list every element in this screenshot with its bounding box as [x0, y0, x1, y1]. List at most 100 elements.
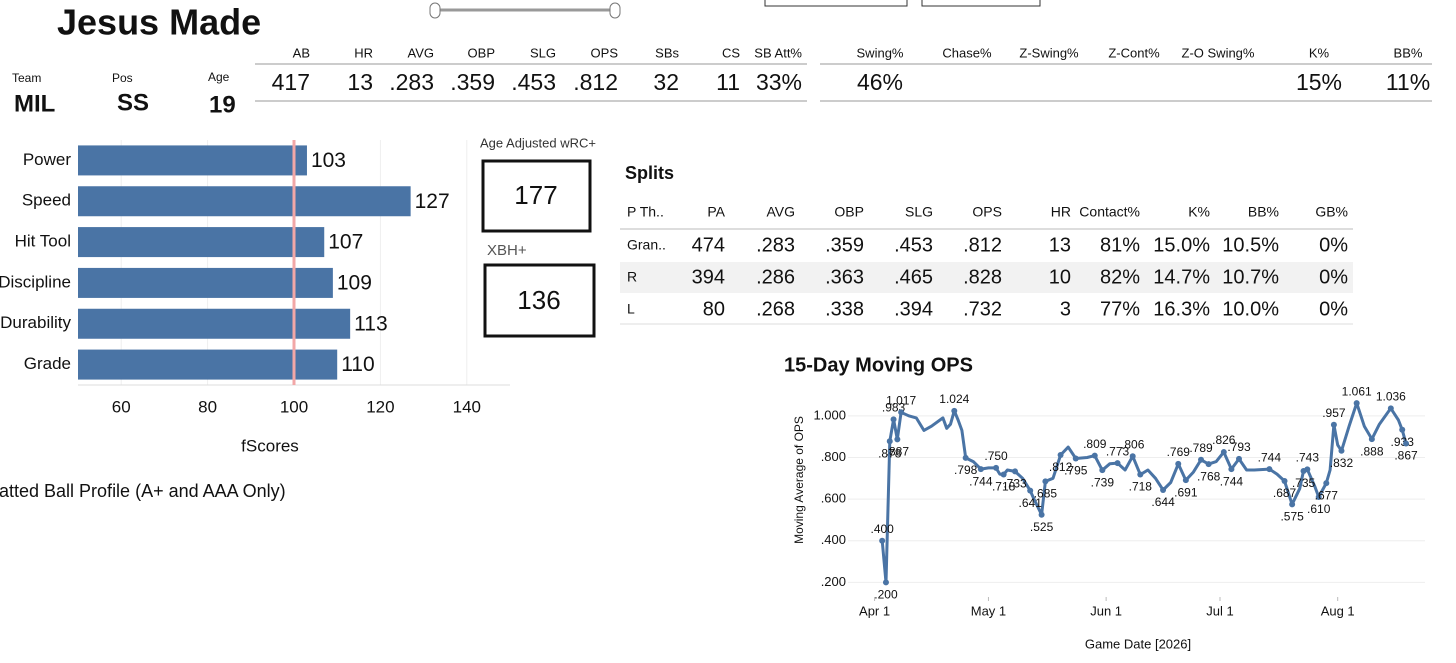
player-name: Jesus Made: [57, 2, 261, 43]
point: [1304, 466, 1311, 473]
data-label: .867: [1394, 449, 1418, 463]
data-label: 1.036: [1376, 389, 1406, 403]
point: [1072, 455, 1079, 462]
age: 19: [209, 91, 236, 118]
table-cell: 0%: [1319, 298, 1348, 320]
y-tick-label: 1.000: [813, 407, 846, 422]
data-label: .677: [1315, 488, 1339, 502]
table-cell: 10.0%: [1222, 298, 1279, 320]
y-tick-label: Power: [23, 150, 72, 169]
data-label: .789: [1189, 441, 1213, 455]
column-header: P Th..: [627, 204, 664, 220]
metric-box: [483, 263, 596, 338]
stat-value: 32: [653, 69, 679, 95]
data-label: .957: [1322, 406, 1346, 420]
point: [1038, 511, 1045, 518]
label: Team: [12, 71, 41, 85]
table-cell: .286: [756, 266, 795, 288]
point: [1315, 494, 1322, 501]
point: [890, 416, 897, 423]
column-header: GB%: [1315, 204, 1348, 220]
table-cell: 0%: [1319, 266, 1348, 288]
table-cell: 16.3%: [1153, 298, 1210, 320]
column-header: Z-Cont%: [1108, 45, 1160, 60]
column-header: BB%: [1248, 204, 1279, 220]
column-header: Contact%: [1079, 204, 1140, 220]
point: [1289, 501, 1296, 508]
table-cell: 77%: [1100, 298, 1140, 320]
data-label: 109: [337, 271, 372, 294]
column-header: SB Att%: [754, 45, 802, 60]
data-label: .768: [1197, 469, 1221, 483]
data-label: .200: [874, 588, 898, 602]
data-label: .743: [1296, 451, 1320, 465]
data-label: .644: [1151, 495, 1175, 509]
date-slider[interactable]: [429, 2, 621, 19]
point: [894, 436, 901, 443]
stat-value: 11%: [1386, 69, 1430, 95]
data-label: .795: [1064, 464, 1088, 478]
point: [1399, 426, 1406, 433]
data-label: .793: [1227, 440, 1251, 454]
bar: [78, 267, 333, 298]
x-axis-label: Game Date [2026]: [1085, 636, 1191, 651]
column-header: OPS: [591, 45, 619, 60]
column-header: HR: [354, 45, 373, 60]
data-label: .887: [886, 445, 910, 459]
data-label: .685: [1034, 487, 1058, 501]
bar: [78, 349, 338, 380]
x-tick-label: May 1: [971, 603, 1006, 618]
point: [993, 464, 1000, 471]
table-cell: .394: [894, 298, 933, 320]
point: [1000, 471, 1007, 478]
data-label: .888: [1360, 444, 1384, 458]
table-cell: 474: [692, 234, 725, 256]
bar: [78, 227, 325, 258]
table-cell: 10: [1049, 266, 1071, 288]
stat-value: 11: [716, 69, 740, 95]
y-axis-label: Moving Average of OPS: [792, 416, 806, 544]
data-label: .798: [954, 463, 978, 477]
table-cell: .359: [825, 234, 864, 256]
slider-handle[interactable]: [429, 2, 441, 19]
stat-value: .283: [389, 69, 434, 95]
dropdown[interactable]: [921, 0, 1041, 7]
data-label: .641: [1019, 496, 1043, 510]
column-header: AVG: [408, 45, 435, 60]
box-value: 136: [517, 285, 560, 315]
y-tick-label: Durability: [0, 313, 71, 332]
point: [1057, 451, 1064, 458]
team: MIL: [14, 90, 55, 117]
data-label: .750: [984, 449, 1008, 463]
y-tick-label: .200: [821, 574, 846, 589]
slider-handle[interactable]: [609, 2, 621, 19]
data-label: .610: [1307, 502, 1331, 516]
box-title: Age Adjusted wRC+: [480, 135, 596, 150]
table-cell: 81%: [1100, 234, 1140, 256]
data-label: .739: [1091, 475, 1115, 489]
data-label: .575: [1280, 510, 1304, 524]
x-axis-label: fScores: [241, 436, 299, 455]
column-header: AB: [293, 45, 310, 60]
data-label: .773: [1106, 444, 1130, 458]
table-cell: .465: [894, 266, 933, 288]
data-label: .718: [1129, 480, 1153, 494]
stat-value: .812: [573, 69, 618, 95]
table-cell: 14.7%: [1153, 266, 1210, 288]
column-header: Swing%: [857, 45, 904, 60]
column-header: K%: [1309, 45, 1330, 60]
table-title: Splits: [625, 163, 674, 183]
data-label: 127: [415, 190, 450, 213]
point: [1281, 478, 1288, 485]
point: [1353, 400, 1360, 407]
bar: [78, 145, 307, 176]
point: [1012, 468, 1019, 475]
table-cell: .338: [825, 298, 864, 320]
table-cell: 10.5%: [1222, 234, 1279, 256]
box-value: 177: [514, 180, 557, 210]
table-cell: 3: [1060, 298, 1071, 320]
y-tick-label: Speed: [22, 191, 71, 210]
x-tick-label: 100: [280, 397, 308, 416]
dropdown[interactable]: [764, 0, 908, 7]
